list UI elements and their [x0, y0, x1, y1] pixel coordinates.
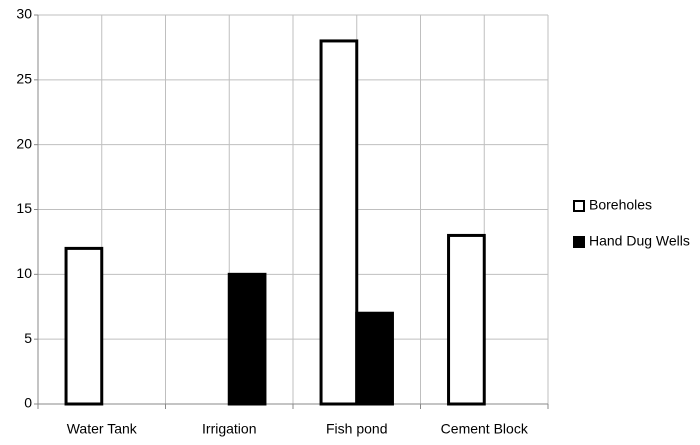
bar: [355, 311, 394, 406]
legend-label: Hand Dug Wells: [589, 233, 690, 249]
bar: [227, 272, 267, 406]
bar: [319, 39, 359, 406]
y-tick-label: 5: [24, 330, 32, 346]
bar: [64, 246, 104, 406]
y-tick-label: 0: [24, 395, 32, 411]
x-tick-label: Water Tank: [67, 421, 138, 437]
bar: [447, 233, 486, 406]
y-tick-label: 25: [16, 71, 32, 87]
x-tick-label: Irrigation: [202, 421, 256, 437]
legend-swatch: [573, 236, 585, 248]
y-tick-label: 20: [16, 135, 32, 151]
y-tick-label: 30: [16, 6, 32, 22]
y-tick-label: 15: [16, 200, 32, 216]
x-tick-label: Fish pond: [326, 421, 387, 437]
legend-swatch: [573, 200, 585, 212]
legend-label: Boreholes: [589, 197, 652, 213]
y-tick-label: 10: [16, 265, 32, 281]
x-tick-label: Cement Block: [441, 421, 529, 437]
